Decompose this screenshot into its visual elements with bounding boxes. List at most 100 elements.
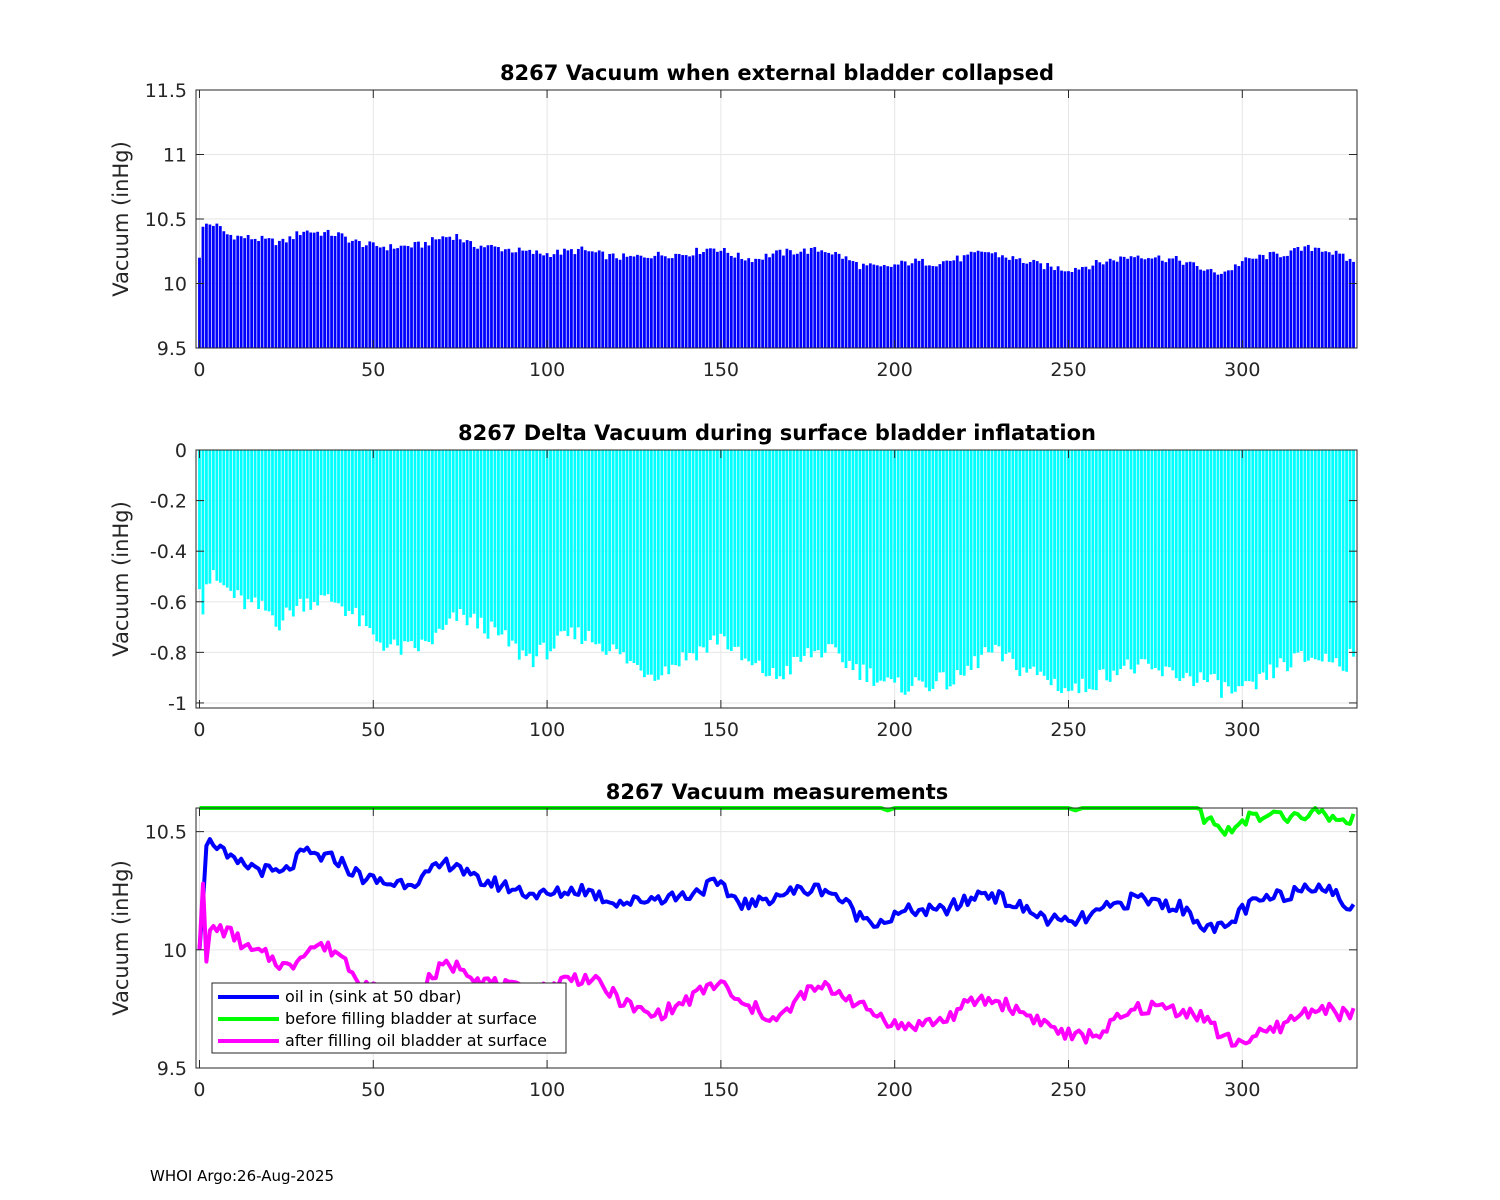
bar	[1025, 263, 1029, 348]
legend-label-after-filling: after filling oil bladder at surface	[285, 1031, 547, 1050]
bar	[1053, 450, 1056, 679]
bar	[994, 450, 997, 645]
bar	[1157, 450, 1161, 671]
bar	[966, 254, 970, 348]
bar	[1056, 450, 1060, 691]
bar	[510, 252, 514, 348]
bar	[1286, 255, 1289, 348]
chart-2-bars	[198, 450, 1355, 698]
bar	[250, 239, 254, 348]
bar	[497, 247, 500, 348]
bar	[260, 450, 264, 601]
bar	[382, 450, 386, 651]
bar	[726, 450, 730, 650]
bar	[1091, 265, 1095, 348]
bar	[1136, 255, 1140, 348]
bar	[764, 253, 768, 348]
bar	[1084, 266, 1088, 348]
bar	[323, 450, 327, 596]
bar	[903, 450, 907, 695]
bar	[274, 450, 278, 627]
bar	[218, 450, 222, 583]
x-tick-label: 100	[529, 719, 565, 741]
bar	[1233, 450, 1237, 692]
bar	[1265, 259, 1269, 348]
bar	[410, 247, 413, 348]
bar	[232, 239, 236, 348]
bar	[976, 250, 980, 348]
bar	[855, 450, 858, 665]
bar	[570, 450, 573, 628]
bar	[361, 450, 365, 616]
bar	[1115, 261, 1119, 348]
bar	[1056, 266, 1060, 348]
bar	[844, 450, 848, 668]
bar	[761, 450, 764, 673]
bar	[1254, 450, 1258, 690]
bar	[503, 450, 507, 631]
bar	[239, 236, 243, 348]
bar	[566, 250, 570, 348]
bar	[198, 450, 201, 590]
bar	[302, 450, 306, 612]
chart-3-axes: 0 50 100 150 200 250 300 9.5 10 10.5	[145, 807, 1358, 1101]
bar	[837, 253, 841, 348]
bar	[257, 450, 260, 609]
bar	[437, 239, 441, 348]
bar	[246, 235, 250, 348]
bar	[1126, 258, 1129, 348]
footer-credit: WHOI Argo:26-Aug-2025	[150, 1167, 335, 1185]
bar	[698, 450, 702, 647]
bar	[1230, 270, 1234, 348]
bar	[1160, 260, 1164, 348]
bar	[636, 254, 639, 348]
bar	[980, 450, 983, 655]
bar	[309, 450, 313, 610]
bar	[750, 450, 754, 666]
bar	[1108, 258, 1112, 348]
bar	[903, 261, 907, 348]
bar	[472, 450, 476, 614]
bar	[643, 450, 646, 678]
bar	[1220, 273, 1223, 348]
bar	[809, 247, 813, 348]
bar	[1317, 247, 1321, 348]
bar	[889, 450, 893, 680]
bar	[535, 250, 539, 348]
bar	[663, 256, 667, 348]
bar	[1213, 272, 1216, 348]
bar	[559, 254, 563, 348]
bar	[354, 450, 358, 608]
bar	[1153, 450, 1157, 668]
bar	[305, 230, 309, 348]
bar	[1258, 450, 1262, 674]
bar	[1115, 450, 1119, 676]
bar	[698, 253, 702, 348]
x-tick-label: 200	[877, 719, 913, 741]
bar	[952, 260, 956, 348]
bar	[688, 450, 691, 653]
bar	[1320, 251, 1324, 348]
bar	[1004, 257, 1008, 348]
bar	[1306, 450, 1310, 661]
bar	[1293, 248, 1296, 348]
bar	[750, 262, 754, 348]
bar	[1174, 450, 1178, 679]
bar	[851, 450, 855, 671]
bar	[837, 450, 841, 654]
bar	[455, 450, 459, 621]
bar	[1129, 450, 1133, 670]
bar	[319, 450, 323, 596]
bar	[1296, 247, 1300, 348]
bar	[524, 450, 528, 657]
bar	[882, 265, 886, 348]
bar	[1074, 267, 1077, 348]
bar	[615, 258, 618, 348]
bar	[722, 247, 726, 348]
bar	[382, 246, 386, 348]
chart-2-ylabel: Vacuum (inHg)	[109, 501, 133, 657]
bar	[1289, 250, 1293, 348]
bar	[1091, 450, 1095, 690]
bar	[1268, 252, 1272, 348]
bar	[1331, 254, 1335, 348]
